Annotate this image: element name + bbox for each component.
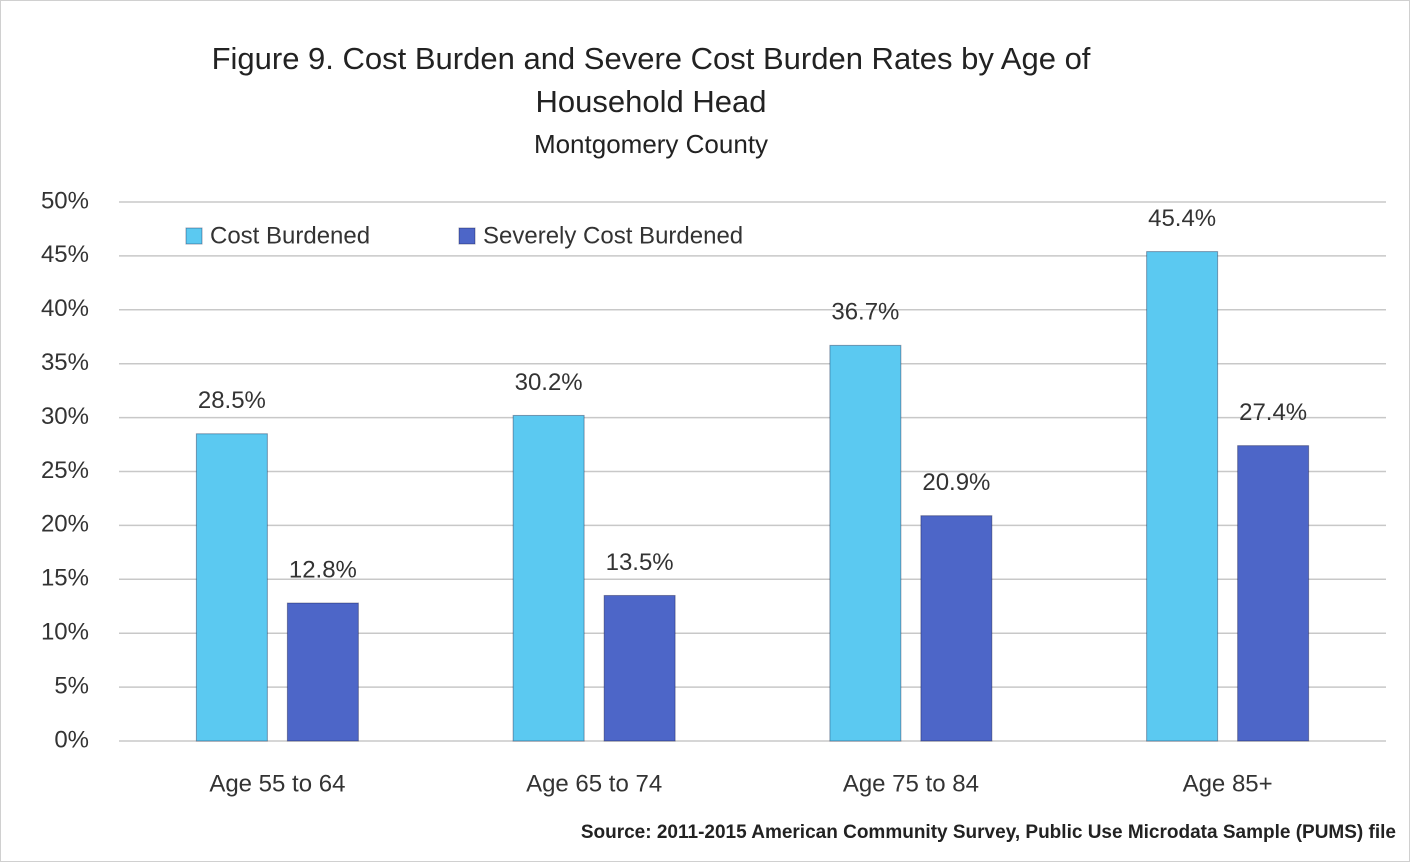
data-label: 27.4% bbox=[1239, 399, 1307, 426]
source-note: Source: 2011-2015 American Community Sur… bbox=[581, 822, 1396, 843]
data-label: 30.2% bbox=[515, 369, 583, 396]
legend-label: Severely Cost Burdened bbox=[483, 222, 743, 249]
legend-swatch bbox=[185, 227, 203, 245]
y-tick-label: 10% bbox=[41, 619, 89, 646]
x-tick-label: Age 55 to 64 bbox=[209, 770, 345, 797]
bar bbox=[512, 414, 585, 742]
x-tick-label: Age 85+ bbox=[1183, 770, 1273, 797]
y-tick-label: 25% bbox=[41, 457, 89, 484]
x-tick-label: Age 65 to 74 bbox=[526, 770, 662, 797]
y-tick-label: 20% bbox=[41, 511, 89, 538]
y-tick-label: 35% bbox=[41, 349, 89, 376]
bar bbox=[195, 433, 268, 742]
data-label: 36.7% bbox=[831, 299, 899, 326]
data-label: 45.4% bbox=[1148, 205, 1216, 232]
data-label: 28.5% bbox=[198, 387, 266, 414]
y-tick-label: 0% bbox=[54, 726, 89, 753]
legend-swatch bbox=[458, 227, 476, 245]
y-tick-label: 30% bbox=[41, 403, 89, 430]
bar bbox=[286, 602, 359, 742]
legend-label: Cost Burdened bbox=[210, 222, 370, 249]
bar bbox=[1146, 251, 1219, 742]
x-tick-label: Age 75 to 84 bbox=[843, 770, 979, 797]
y-tick-label: 15% bbox=[41, 565, 89, 592]
chart-subtitle: Montgomery County bbox=[533, 129, 769, 159]
data-label: 13.5% bbox=[606, 549, 674, 576]
y-tick-label: 50% bbox=[41, 187, 89, 214]
y-tick-label: 45% bbox=[41, 241, 89, 268]
bar bbox=[920, 515, 993, 742]
y-tick-label: 40% bbox=[41, 295, 89, 322]
data-label: 20.9% bbox=[922, 469, 990, 496]
bar bbox=[603, 594, 676, 742]
chart-title: Figure 9. Cost Burden and Severe Cost Bu… bbox=[211, 41, 1091, 119]
y-tick-label: 5% bbox=[54, 672, 89, 699]
bar bbox=[829, 344, 902, 742]
data-label: 12.8% bbox=[289, 556, 357, 583]
bar bbox=[1237, 445, 1310, 742]
